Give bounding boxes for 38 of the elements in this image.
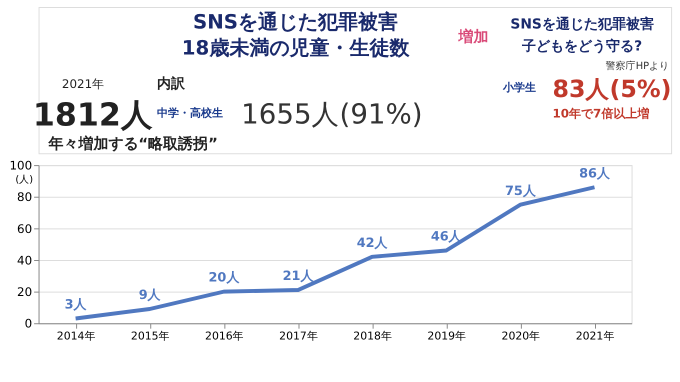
y-tick-label: 60 [17, 222, 32, 236]
text: 83人(5%) [552, 74, 672, 103]
text: 1655人(91%) [241, 98, 423, 131]
x-tick-label: 2014年 [56, 330, 96, 343]
x-tick-label: 2018年 [353, 330, 392, 343]
data-label: 86人 [579, 166, 611, 182]
x-tick-label: 2015年 [130, 330, 170, 343]
y-tick-label: 20 [17, 285, 32, 300]
chart-subtitle: 18歳未満の児童・生徒数 [182, 36, 410, 60]
data-label: 3人 [64, 298, 88, 313]
text: SNSを通じた犯罪被害 [510, 16, 654, 33]
text: 内訳 [157, 76, 186, 92]
text: 2021年 [62, 77, 104, 92]
text: 年々増加する“略取誘拐” [47, 134, 218, 152]
data-label: 42人 [356, 236, 389, 251]
text: 警察庁HPより [606, 60, 670, 72]
y-tick-label: 100 [9, 158, 32, 173]
text: 中学・高校生 [157, 106, 224, 120]
x-tick-label: 2019年 [427, 330, 466, 343]
y-tick-label: 0 [24, 316, 32, 331]
y-tick-label: 80 [17, 190, 32, 204]
chart-title: SNSを通じた犯罪被害 [193, 10, 398, 34]
x-tick-label: 2020年 [502, 330, 540, 343]
x-tick-label: 2016年 [205, 330, 244, 343]
y-tick-label: 40 [17, 253, 32, 268]
text: 増加 [457, 28, 488, 46]
data-label: 9人 [138, 288, 162, 304]
text: 10年で7倍以上増 [552, 106, 650, 121]
x-tick-label: 2021年 [576, 330, 614, 343]
text: 小学生 [502, 80, 536, 94]
data-label: 21人 [282, 269, 314, 284]
x-tick-label: 2017年 [279, 330, 318, 343]
y-axis-title: (人) [15, 174, 34, 186]
text: 1812人 [32, 98, 154, 134]
text: 子どもをどう守る? [521, 37, 642, 54]
line-series [74, 185, 596, 320]
data-label: 75人 [504, 184, 537, 199]
data-label: 20人 [208, 270, 240, 286]
